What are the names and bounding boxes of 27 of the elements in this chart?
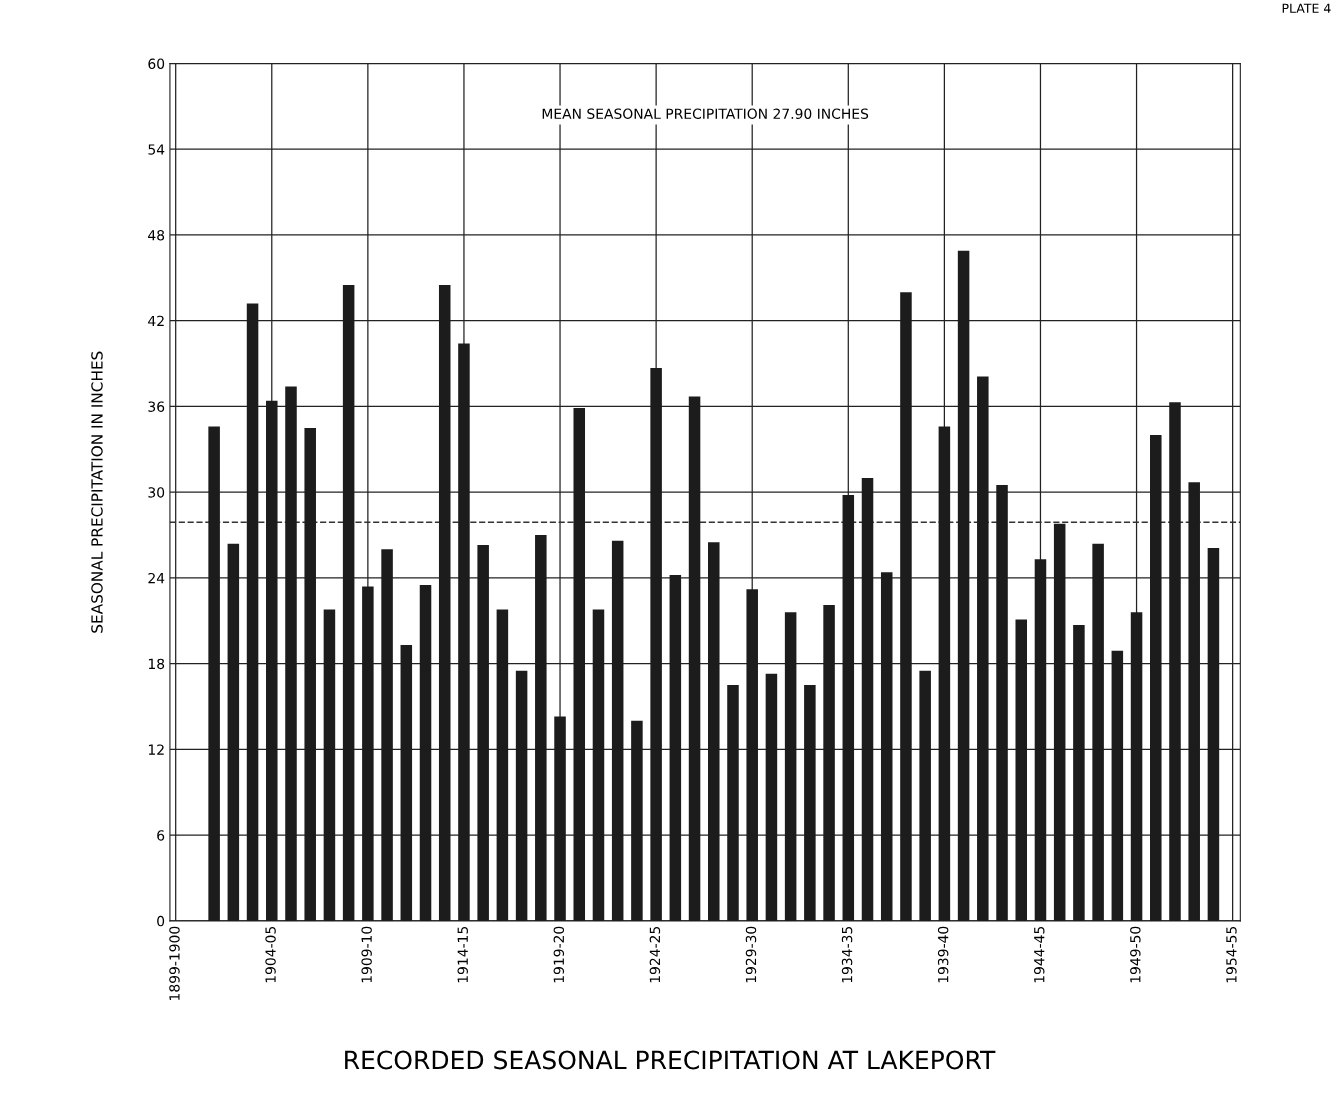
y-tick-label: 30 xyxy=(148,487,165,498)
text: PLATE 4 xyxy=(1282,3,1331,13)
x-tick-label: 1929-30 xyxy=(745,926,757,983)
y-tick-label: 54 xyxy=(148,144,165,155)
y-tick-label: 60 xyxy=(148,58,165,69)
y-tick-label: 36 xyxy=(148,401,165,412)
x-tick-label: 1934-35 xyxy=(841,926,853,983)
y-tick-label: 6 xyxy=(157,830,165,841)
x-tick-label: 1954-55 xyxy=(1226,926,1237,983)
x-tick-label: 1924-25 xyxy=(649,926,661,983)
y-tick-label: 48 xyxy=(148,229,165,241)
y-tick-label: 24 xyxy=(148,572,165,584)
x-tick-label: 1949-50 xyxy=(1130,926,1141,983)
y-axis-title: SEASONAL PRECIPITATION IN INCHES xyxy=(91,351,103,633)
x-tick-label: 1899-1900 xyxy=(169,926,180,1000)
x-tick-label: 1939-40 xyxy=(937,926,949,983)
x-tick-label: 1944-45 xyxy=(1033,926,1045,983)
y-tick-label: 12 xyxy=(148,744,164,755)
text: RECORDED SEASONAL PRECIPITATION AT LAKEPORT xyxy=(345,1050,996,1070)
y-tick-label: 42 xyxy=(148,315,164,326)
x-tick-label: 1919-20 xyxy=(553,926,565,983)
y-tick-label: 18 xyxy=(148,658,165,670)
x-tick-label: 1914-15 xyxy=(457,926,468,983)
x-tick-label: 1909-10 xyxy=(361,926,372,983)
y-tick-label: 0 xyxy=(157,915,165,927)
x-tick-label: 1904-05 xyxy=(265,926,276,983)
annotation: MEAN SEASONAL PRECIPITATION 27.90 INCHES xyxy=(542,108,869,119)
